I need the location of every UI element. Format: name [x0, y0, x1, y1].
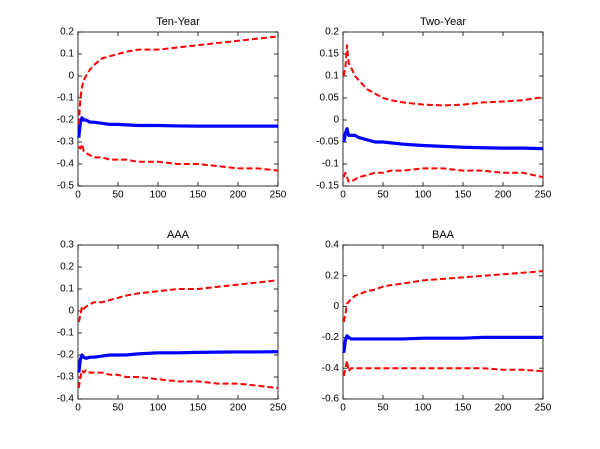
- y-tick-label: 0.4: [325, 240, 339, 251]
- x-tick-label: 200: [230, 190, 247, 201]
- x-tick-label: 50: [377, 190, 389, 201]
- y-tick-label: 0.1: [60, 49, 74, 60]
- y-tick-label: 0: [68, 306, 74, 317]
- y-tick-label: -0.05: [316, 137, 339, 148]
- y-tick-label: -0.4: [57, 394, 75, 405]
- x-tick-label: 100: [415, 403, 432, 414]
- axes-box: [342, 244, 544, 400]
- x-tick-label: 250: [535, 403, 552, 414]
- y-tick-label: 0.2: [325, 27, 339, 38]
- x-tick-label: 200: [230, 403, 247, 414]
- x-tick-label: 0: [75, 403, 81, 414]
- band-line: [77, 369, 279, 389]
- subplot-title: Two-Year: [420, 16, 466, 28]
- subplot-title: BAA: [432, 229, 455, 241]
- subplot-title: AAA: [167, 229, 190, 241]
- y-tick-label: -0.6: [322, 394, 340, 405]
- x-tick-label: 200: [495, 190, 512, 201]
- x-tick-label: 50: [377, 403, 389, 414]
- x-tick-label: 150: [455, 190, 472, 201]
- y-tick-label: -0.4: [57, 159, 75, 170]
- y-tick-label: 0.1: [325, 71, 339, 82]
- band-line: [77, 279, 279, 323]
- x-tick-label: 150: [455, 403, 472, 414]
- x-tick-label: 0: [75, 190, 81, 201]
- x-tick-label: 200: [495, 403, 512, 414]
- y-tick-label: 0.1: [60, 284, 74, 295]
- y-tick-label: -0.5: [57, 181, 75, 192]
- y-tick-label: -0.2: [57, 350, 75, 361]
- x-tick-label: 150: [190, 190, 207, 201]
- x-tick-label: 50: [112, 190, 124, 201]
- x-tick-label: 250: [270, 403, 287, 414]
- y-tick-label: 0.2: [60, 27, 74, 38]
- x-tick-label: 250: [535, 190, 552, 201]
- y-tick-label: 0: [333, 115, 339, 126]
- y-tick-label: -0.15: [316, 181, 339, 192]
- x-tick-label: 250: [270, 190, 287, 201]
- axes-box: [77, 244, 279, 400]
- y-tick-label: 0.05: [320, 93, 340, 104]
- y-tick-label: 0.15: [320, 49, 340, 60]
- band-line: [342, 270, 544, 323]
- y-tick-label: 0: [333, 301, 339, 312]
- band-line: [77, 35, 279, 125]
- subplot-title: Ten-Year: [156, 16, 200, 28]
- response-line: [342, 127, 544, 151]
- x-tick-label: 150: [190, 403, 207, 414]
- y-tick-label: -0.1: [57, 328, 75, 339]
- response-line: [77, 350, 279, 373]
- axes-box: [342, 31, 544, 187]
- band-line: [342, 359, 544, 377]
- x-tick-label: 100: [415, 190, 432, 201]
- x-tick-label: 0: [340, 403, 346, 414]
- axes-box: [77, 31, 279, 187]
- response-line: [342, 334, 543, 354]
- y-tick-label: 0.3: [60, 240, 74, 251]
- y-tick-label: -0.4: [322, 363, 340, 374]
- x-tick-label: 50: [112, 403, 124, 414]
- y-tick-label: -0.2: [57, 115, 75, 126]
- y-tick-label: -0.3: [57, 372, 75, 383]
- y-tick-label: 0.2: [325, 270, 339, 281]
- y-tick-label: 0: [68, 71, 74, 82]
- response-line: [77, 116, 278, 138]
- band-line: [342, 167, 544, 183]
- y-tick-label: -0.2: [322, 332, 340, 343]
- y-tick-label: -0.3: [57, 137, 75, 148]
- x-tick-label: 100: [150, 403, 167, 414]
- x-tick-label: 0: [340, 190, 346, 201]
- y-tick-label: -0.1: [57, 93, 75, 104]
- band-line: [77, 143, 279, 172]
- y-tick-label: -0.1: [322, 159, 340, 170]
- y-tick-label: 0.2: [60, 262, 74, 273]
- x-tick-label: 100: [150, 190, 167, 201]
- band-line: [342, 44, 544, 107]
